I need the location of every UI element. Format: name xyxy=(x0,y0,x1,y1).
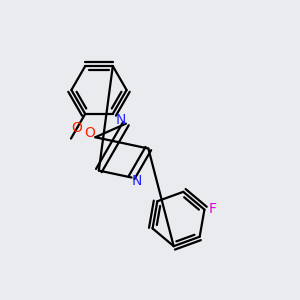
Text: F: F xyxy=(209,202,217,216)
Text: O: O xyxy=(71,122,82,135)
Text: O: O xyxy=(85,126,95,140)
Text: N: N xyxy=(132,174,142,188)
Text: N: N xyxy=(115,113,126,127)
